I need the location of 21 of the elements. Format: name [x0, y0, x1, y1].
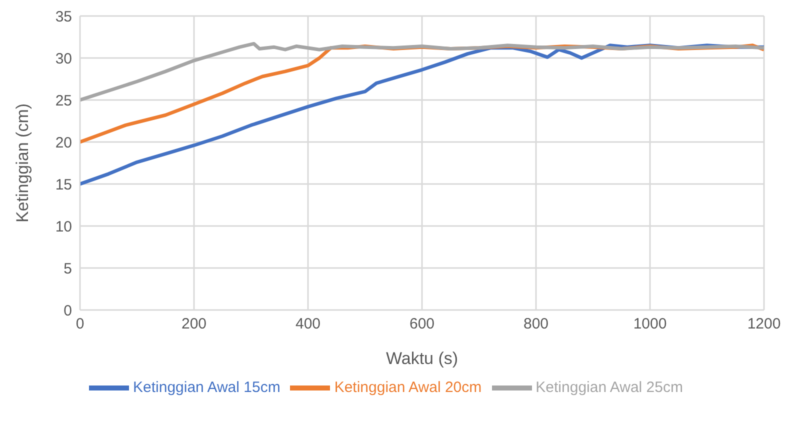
x-tick-label: 1000 — [633, 316, 667, 333]
legend-label: Ketinggian Awal 15cm — [133, 378, 280, 396]
x-tick-label: 600 — [409, 316, 435, 333]
legend-label: Ketinggian Awal 25cm — [536, 378, 683, 396]
y-tick-label: 30 — [55, 50, 72, 68]
y-tick-label: 10 — [55, 218, 72, 236]
x-tick-label: 400 — [295, 316, 321, 333]
x-tick-label: 800 — [523, 316, 549, 333]
y-tick-label: 35 — [55, 8, 72, 26]
x-tick-label: 200 — [181, 316, 207, 333]
y-tick-label: 0 — [64, 302, 72, 320]
x-tick-label: 1200 — [747, 316, 781, 333]
legend-label: Ketinggian Awal 20cm — [334, 378, 482, 396]
y-tick-label: 5 — [64, 260, 72, 278]
y-tick-label: 15 — [55, 176, 72, 194]
x-axis-title: Waktu (s) — [386, 349, 458, 368]
y-axis-title: Ketinggian (cm) — [13, 103, 32, 223]
line-series — [80, 42, 764, 102]
x-tick-label: 0 — [76, 316, 84, 333]
y-tick-label: 20 — [55, 134, 72, 152]
y-tick-label: 25 — [55, 92, 72, 110]
